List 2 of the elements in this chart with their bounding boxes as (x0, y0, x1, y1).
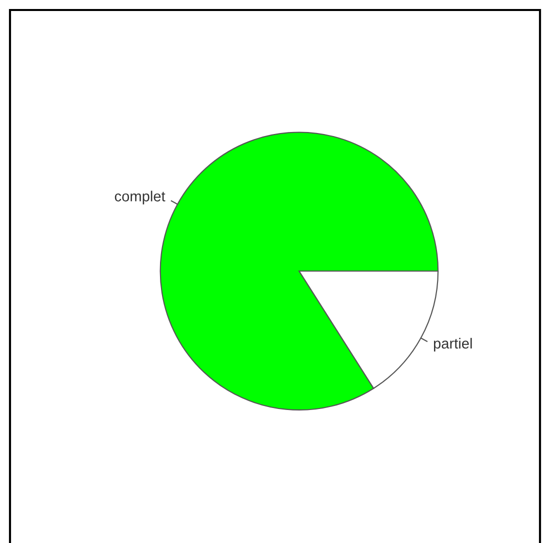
slice-label: complet (114, 190, 166, 204)
slice-label: partiel (434, 338, 472, 352)
